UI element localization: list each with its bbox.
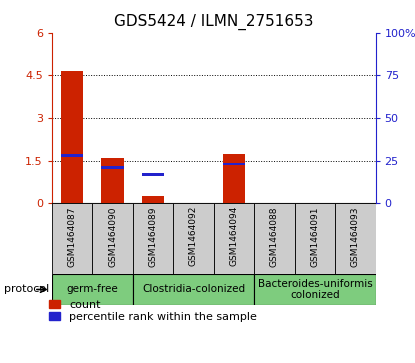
Bar xyxy=(142,173,164,176)
Bar xyxy=(214,203,254,274)
Bar xyxy=(52,274,133,305)
Bar xyxy=(52,203,93,274)
Bar xyxy=(93,203,133,274)
Text: GSM1464093: GSM1464093 xyxy=(351,206,360,266)
Bar xyxy=(142,196,164,203)
Text: GSM1464090: GSM1464090 xyxy=(108,206,117,266)
Text: GSM1464088: GSM1464088 xyxy=(270,206,279,266)
Bar xyxy=(61,71,83,203)
Text: Bacteroides-uniformis
colonized: Bacteroides-uniformis colonized xyxy=(257,279,372,300)
Bar xyxy=(61,154,83,157)
Text: GSM1464094: GSM1464094 xyxy=(229,206,239,266)
Bar xyxy=(223,154,245,203)
Bar xyxy=(254,274,376,305)
Title: GDS5424 / ILMN_2751653: GDS5424 / ILMN_2751653 xyxy=(114,14,313,30)
Bar xyxy=(335,203,376,274)
Text: Clostridia-colonized: Clostridia-colonized xyxy=(142,285,245,294)
Bar xyxy=(223,163,245,166)
Bar xyxy=(173,203,214,274)
Text: protocol: protocol xyxy=(4,285,49,294)
Bar xyxy=(101,158,124,203)
Legend: count, percentile rank within the sample: count, percentile rank within the sample xyxy=(49,299,257,322)
Bar xyxy=(254,203,295,274)
Text: GSM1464092: GSM1464092 xyxy=(189,206,198,266)
Text: GSM1464089: GSM1464089 xyxy=(149,206,158,266)
Text: GSM1464091: GSM1464091 xyxy=(310,206,320,266)
Bar xyxy=(133,203,173,274)
Bar xyxy=(101,166,124,169)
Text: germ-free: germ-free xyxy=(66,285,118,294)
Bar xyxy=(133,274,254,305)
Text: GSM1464087: GSM1464087 xyxy=(68,206,77,266)
Bar xyxy=(295,203,335,274)
